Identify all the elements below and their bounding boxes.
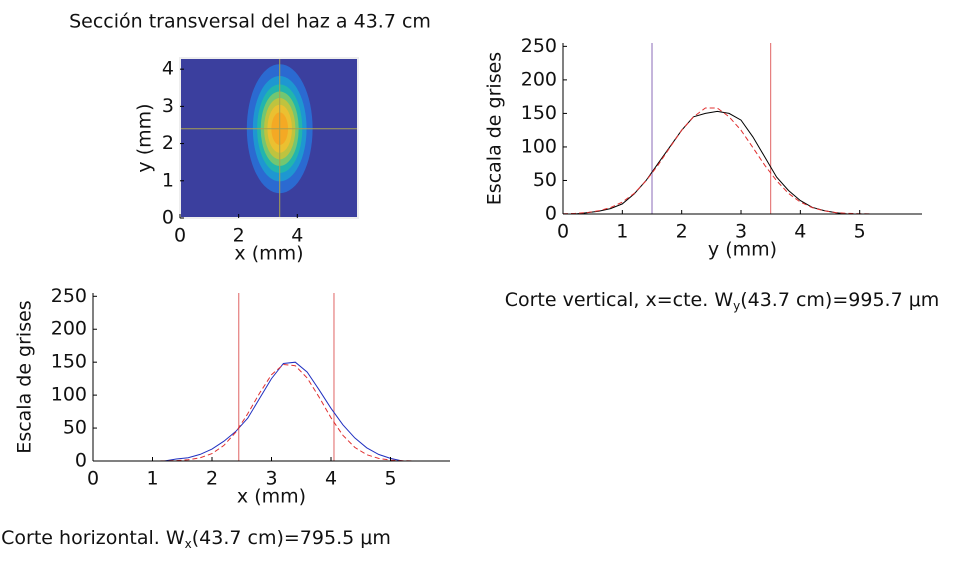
- heatmap: [180, 58, 358, 218]
- caption: Corte horizontal. Wx(43.7 cm)=795.5 μm: [1, 527, 391, 551]
- y-tick-label: 2: [162, 132, 174, 154]
- y-tick-label: 50: [533, 169, 557, 191]
- x-axis-label: x (mm): [234, 243, 303, 265]
- y-tick-label: 3: [162, 95, 174, 117]
- y-tick-label: 250: [51, 285, 87, 307]
- y-tick-label: 0: [162, 207, 174, 229]
- x-tick-label: 4: [794, 221, 806, 243]
- y-tick-label: 0: [545, 203, 557, 225]
- x-tick-label: 2: [676, 221, 688, 243]
- x-tick-label: 0: [557, 221, 569, 243]
- y-tick-label: 100: [521, 135, 557, 157]
- data-line: [563, 111, 872, 214]
- caption: Corte vertical, x=cte. Wy(43.7 cm)=995.7…: [505, 289, 940, 313]
- figure: Sección transversal del haz a 43.7 cm 0 2 4…: [0, 0, 980, 558]
- caption-suffix: (43.7 cm)=795.5 μm: [192, 527, 391, 549]
- y-axis-label: y (mm): [134, 103, 156, 172]
- x-tick-label: 1: [616, 221, 628, 243]
- data-line: [153, 365, 415, 462]
- caption-suffix: (43.7 cm)=995.7 μm: [740, 289, 939, 311]
- y-tick-label: 250: [521, 35, 557, 57]
- x-tick-label: 0: [174, 225, 186, 247]
- y-tick-label: 100: [51, 384, 87, 406]
- x-tick-label: 4: [325, 468, 337, 490]
- x-tick-label: 0: [87, 468, 99, 490]
- caption-subscript: x: [185, 537, 192, 551]
- x-tick-label: 5: [384, 468, 396, 490]
- x-tick-label: 5: [854, 221, 866, 243]
- caption-text: Corte horizontal. W: [1, 527, 185, 549]
- y-tick-label: 150: [51, 351, 87, 373]
- caption-text: Corte vertical, x=cte. W: [505, 289, 734, 311]
- y-tick-label: 0: [75, 450, 87, 472]
- y-tick-label: 4: [162, 58, 174, 80]
- chart-title: Sección transversal del haz a 43.7 cm: [69, 11, 431, 33]
- data-line: [563, 108, 872, 214]
- y-tick-label: 1: [162, 169, 174, 191]
- x-axis-label: x (mm): [237, 486, 306, 508]
- x-tick-label: 2: [206, 468, 218, 490]
- y-axis-label: Escala de grises: [484, 52, 506, 205]
- y-tick-label: 200: [51, 318, 87, 340]
- data-line: [153, 362, 415, 461]
- caption-subscript: y: [733, 299, 740, 313]
- x-axis-label: y (mm): [708, 239, 777, 261]
- y-tick-label: 150: [521, 102, 557, 124]
- x-tick-label: 1: [146, 468, 158, 490]
- y-axis-label: Escala de grises: [14, 300, 36, 453]
- y-tick-label: 200: [521, 68, 557, 90]
- y-tick-label: 50: [63, 417, 87, 439]
